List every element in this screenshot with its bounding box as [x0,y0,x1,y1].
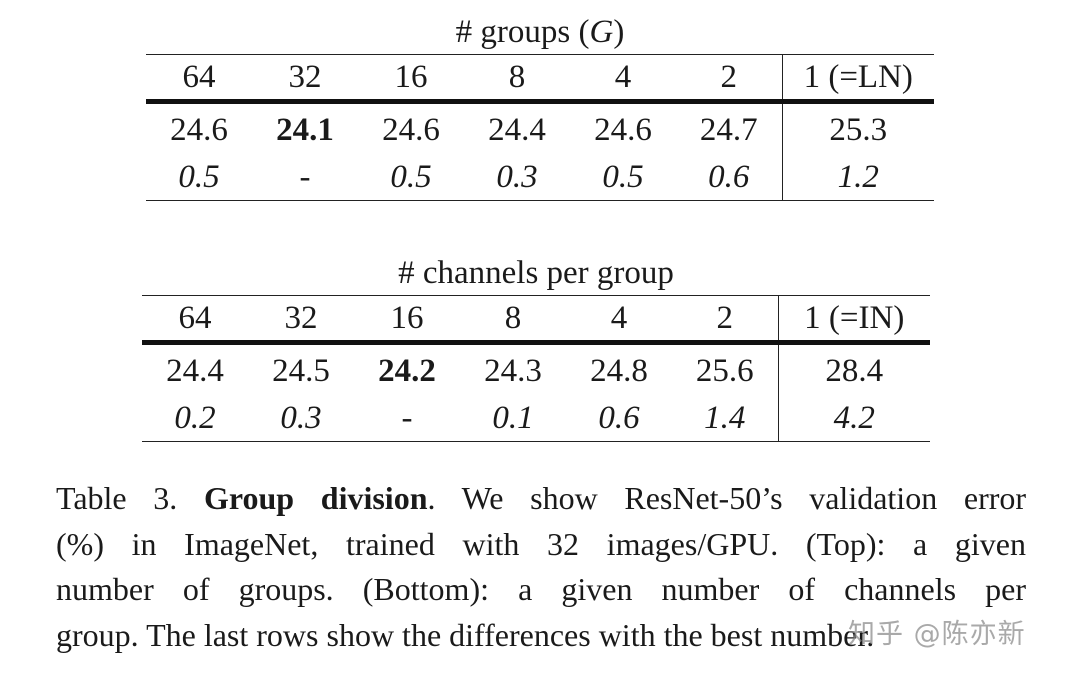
caption-line: number of groups. (Bottom): a given numb… [56,571,1026,607]
difference-row: 0.2 0.3 - 0.1 0.6 1.4 4.2 [142,395,930,442]
caption-label: Table 3. [56,480,178,516]
header-row: 64 32 16 8 4 2 1 (=IN) [142,295,930,343]
error-cell: 24.6 [146,99,252,154]
difference-cell: - [252,154,358,201]
error-cell: 24.8 [566,340,672,395]
error-cell: 24.4 [464,99,570,154]
difference-row: 0.5 - 0.5 0.3 0.5 0.6 1.2 [146,154,934,201]
error-cell: 24.7 [676,99,782,154]
caption-bold-title: Group division [203,480,428,516]
header-cell: 32 [284,300,318,336]
header-cell: 64 [178,300,212,336]
difference-cell-in: 4.2 [777,395,930,442]
header-cell: 16 [390,300,424,336]
difference-cell: 0.5 [358,154,464,201]
difference-cell: - [354,395,460,442]
error-cell: 25.6 [672,340,778,395]
header-cell: 2 [716,300,734,336]
difference-cell-ln: 1.2 [781,154,934,201]
header-cell: 16 [394,59,428,95]
best-error-cell: 24.2 [354,340,460,395]
header-cell-in: 1 (=IN) [777,295,930,343]
table-caption: Table 3. Group division. We show ResNet-… [56,476,1026,658]
error-cell: 24.6 [570,99,676,154]
header-cell: 8 [504,300,522,336]
difference-cell: 0.3 [464,154,570,201]
header-cell: 8 [508,59,526,95]
difference-cell: 0.2 [142,395,248,442]
bottom-table-title: # channels per group [398,255,674,291]
difference-cell: 0.6 [566,395,672,442]
caption-line: group. The last rows show the difference… [56,616,875,653]
difference-cell: 0.5 [570,154,676,201]
bottom-results-table: 64 32 16 8 4 2 1 (=IN) 24.4 24.5 24.2 24… [142,295,930,442]
header-cell: 4 [610,300,628,336]
top-table-title: # groups (G) [455,14,625,50]
title-variable-g: G [589,14,614,50]
best-error-cell: 24.1 [252,99,358,154]
difference-cell: 0.5 [146,154,252,201]
header-cell-ln: 1 (=LN) [781,54,934,102]
difference-cell: 0.1 [460,395,566,442]
error-cell: 24.5 [248,340,354,395]
header-cell: 32 [288,59,322,95]
difference-cell: 1.4 [672,395,778,442]
header-row: 64 32 16 8 4 2 1 (=LN) [146,54,934,102]
header-cell: 2 [720,59,738,95]
error-cell: 24.4 [142,340,248,395]
caption-line: Table 3. Group division. We show ResNet-… [56,480,1027,516]
difference-cell: 0.3 [248,395,354,442]
error-cell-ln: 25.3 [781,99,934,154]
error-row: 24.4 24.5 24.2 24.3 24.8 25.6 28.4 [142,340,930,395]
difference-cell: 0.6 [676,154,782,201]
error-cell-in: 28.4 [777,340,930,395]
caption-line: (%) in ImageNet, trained with 32 images/… [56,525,1026,562]
header-cell: 4 [614,59,632,95]
error-cell: 24.6 [358,99,464,154]
error-cell: 24.3 [460,340,566,395]
error-row: 24.6 24.1 24.6 24.4 24.6 24.7 25.3 [146,99,934,154]
top-table-block: # groups (G) 64 32 16 8 4 2 1 (=LN) 24.6… [146,12,934,201]
watermark: 知乎 @陈亦新 [848,619,1026,650]
bottom-table-block: # channels per group 64 32 16 8 4 2 1 (=… [142,253,930,442]
top-results-table: 64 32 16 8 4 2 1 (=LN) 24.6 24.1 24.6 24… [146,54,934,201]
header-cell: 64 [182,59,216,95]
